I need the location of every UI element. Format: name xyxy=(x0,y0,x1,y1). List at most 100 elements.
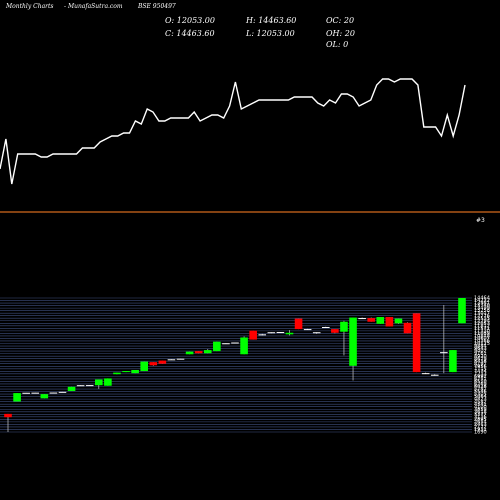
y-tick-label: 13017 xyxy=(474,311,490,317)
y-tick-label: 8679 xyxy=(474,356,487,362)
symbol-label: BSE 950497 xyxy=(138,3,176,10)
candle-body xyxy=(149,362,158,366)
y-tick-label: 8920 xyxy=(474,354,487,360)
candle-body xyxy=(176,358,185,360)
candle-body xyxy=(458,298,466,324)
candle-body xyxy=(322,326,330,328)
candle-body xyxy=(349,317,357,366)
y-tick-label: 3618 xyxy=(474,409,487,415)
open-value: O: 12053.00 xyxy=(165,16,215,25)
candle-body xyxy=(449,350,457,373)
marker-label: #3 xyxy=(476,217,485,224)
candles xyxy=(4,298,466,432)
oc-value: OC: 20 xyxy=(326,16,355,25)
y-tick-label: 13740 xyxy=(474,303,490,309)
candle-body xyxy=(440,352,448,354)
candle-body xyxy=(95,379,103,386)
y-tick-label: 9884 xyxy=(474,344,487,350)
candle-body xyxy=(303,329,312,331)
y-tick-label: 11812 xyxy=(474,323,490,329)
candle-body xyxy=(40,394,49,399)
y-tick-label: 2413 xyxy=(474,422,487,428)
candle-body xyxy=(58,391,67,393)
candle-body xyxy=(194,351,203,354)
candle-body xyxy=(85,385,94,387)
price-grid xyxy=(0,297,472,433)
candle-body xyxy=(203,350,212,354)
candle-body xyxy=(430,374,439,376)
y-tick-label: 5064 xyxy=(474,394,487,400)
y-tick-label: 7956 xyxy=(474,364,487,370)
y-tick-label: 2654 xyxy=(474,419,487,425)
candle-body xyxy=(231,342,239,344)
y-tick-label: 11330 xyxy=(474,328,490,334)
candle-body xyxy=(385,317,394,327)
candle-body xyxy=(340,321,348,332)
low-value: L: 12053.00 xyxy=(246,29,295,38)
y-tick-label: 4823 xyxy=(474,397,487,403)
y-tick-label: 3136 xyxy=(474,414,487,420)
candle-body xyxy=(213,341,221,352)
y-tick-label: 5305 xyxy=(474,392,487,398)
y-tick-label: 8197 xyxy=(474,361,487,367)
y-tick-label: 6269 xyxy=(474,382,487,388)
y-tick-label: 6751 xyxy=(474,377,487,383)
candle-body xyxy=(222,343,230,345)
candle-body xyxy=(22,392,30,394)
candle-body xyxy=(104,378,112,386)
candle-body xyxy=(267,332,276,334)
candle-body xyxy=(285,332,294,335)
candle-body xyxy=(403,322,412,334)
y-tick-label: 3859 xyxy=(474,407,487,413)
brand-label: - MunafaSutra.com xyxy=(64,3,123,10)
candle-body xyxy=(4,413,12,418)
y-tick-label: 7715 xyxy=(474,366,487,372)
ol-value: OL: 0 xyxy=(326,40,349,49)
y-tick-label: 7233 xyxy=(474,371,487,377)
candle-body xyxy=(113,372,121,375)
high-value: H: 14463.60 xyxy=(246,16,297,25)
candle-body xyxy=(13,393,21,402)
candle-body xyxy=(367,318,375,322)
y-tick-label: 12294 xyxy=(474,318,490,324)
candle-body xyxy=(249,330,257,340)
brand-name: MunafaSutra.com xyxy=(67,3,123,10)
candle-body xyxy=(358,318,366,320)
y-tick-label: 1690 xyxy=(474,430,487,436)
candle-body xyxy=(276,332,285,334)
y-tick-label: 12776 xyxy=(474,313,490,319)
candle-body xyxy=(185,351,194,355)
y-tick-label: 9402 xyxy=(474,349,487,355)
candle-body xyxy=(421,373,430,375)
y-tick-label: 13981 xyxy=(474,301,490,307)
y-tick-label: 11089 xyxy=(474,331,490,337)
candle-body xyxy=(412,313,421,373)
candle-body xyxy=(122,371,130,373)
y-tick-label: 4100 xyxy=(474,404,487,410)
y-tick-label: 5787 xyxy=(474,387,487,393)
candle-body xyxy=(312,332,321,334)
candle-body xyxy=(376,317,385,324)
y-tick-label: 11571 xyxy=(474,326,490,332)
y-tick-label: 9161 xyxy=(474,351,487,357)
y-tick-label: 13258 xyxy=(474,308,490,314)
y-tick-label: 2172 xyxy=(474,425,487,431)
oh-value: OH: 20 xyxy=(326,29,355,38)
y-tick-label: 6028 xyxy=(474,384,487,390)
price-line xyxy=(0,78,466,185)
y-tick-label: 10125 xyxy=(474,341,490,347)
y-tick-label: 2895 xyxy=(474,417,487,423)
y-tick-label: 12535 xyxy=(474,316,490,322)
candle-body xyxy=(140,361,148,372)
candle-body xyxy=(49,392,58,394)
y-tick-label: 4341 xyxy=(474,402,487,408)
y-axis-ticks: 1446414222139811374013499132581301712776… xyxy=(474,296,490,436)
candle-body xyxy=(76,385,85,387)
y-tick-label: 1931 xyxy=(474,427,487,433)
y-tick-label: 7474 xyxy=(474,369,487,375)
y-tick-label: 4582 xyxy=(474,399,487,405)
candle-body xyxy=(67,386,76,391)
y-tick-label: 5546 xyxy=(474,389,487,395)
candle-body xyxy=(294,318,303,330)
